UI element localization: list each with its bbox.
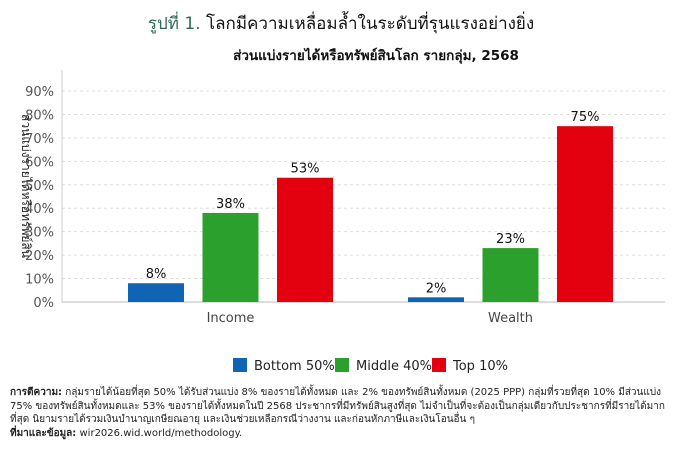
chart-title: ส่วนแบ่งรายได้หรือทรัพย์สินโลก รายกลุ่ม,…: [233, 48, 519, 64]
legend-swatch: [335, 358, 349, 372]
y-tick-label: 10%: [25, 273, 54, 288]
y-tick-label: 90%: [25, 85, 54, 100]
figure-title: รูปที่ 1. โลกมีความเหลื่อมล้ำในระดับที่ร…: [0, 10, 682, 37]
legend-swatch: [432, 358, 446, 372]
y-tick-label: 50%: [25, 179, 54, 194]
bar: [408, 297, 464, 302]
bar: [557, 126, 613, 303]
y-tick-labels: 0% 10% 20% 30% 40% 50% 60% 70% 80% 90%: [25, 85, 54, 311]
legend: Bottom 50% Middle 40% Top 10%: [233, 358, 508, 374]
chart-notes: การตีความ: กลุ่มรายได้น้อยที่สุด 50% ได้…: [10, 386, 675, 440]
bar: [482, 248, 539, 302]
y-tick-label: 0%: [33, 296, 54, 311]
y-tick-label: 20%: [25, 249, 54, 264]
source-text: wir2026.wid.world/methodology.: [79, 427, 243, 439]
bar: [277, 177, 333, 302]
x-tick-label: Income: [207, 311, 255, 326]
interpretation-label: การตีความ:: [10, 387, 63, 398]
data-label: 23%: [496, 232, 525, 247]
y-tick-label: 60%: [25, 155, 54, 170]
legend-swatch: [233, 358, 247, 372]
bar: [128, 283, 184, 302]
data-label: 38%: [216, 197, 245, 212]
x-tick-labels: Income Wealth: [207, 311, 533, 326]
y-tick-label: 30%: [25, 226, 54, 241]
legend-label: Top 10%: [452, 359, 508, 374]
data-label: 8%: [146, 267, 167, 282]
legend-label: Bottom 50%: [254, 359, 335, 374]
bars: 8% 38% 53% 2% 23% 75%: [128, 110, 613, 303]
figure-heading: โลกมีความเหลื่อมล้ำในระดับที่รุนแรงอย่าง…: [206, 14, 535, 34]
data-label: 75%: [571, 110, 600, 125]
y-tick-label: 80%: [25, 108, 54, 123]
data-label: 2%: [426, 281, 447, 296]
y-axis-label: ส่วนแบ่งรายได้หรือทรัพย์สิน: [19, 114, 33, 258]
figure-label: รูปที่ 1.: [147, 14, 201, 34]
data-label: 53%: [291, 162, 320, 177]
source-label: ที่มาและข้อมูล:: [10, 427, 77, 439]
bar: [202, 212, 259, 302]
gridlines: [62, 90, 665, 280]
x-tick-label: Wealth: [488, 311, 533, 326]
y-tick-label: 70%: [25, 132, 54, 147]
interpretation-text: กลุ่มรายได้น้อยที่สุด 50% ได้รับส่วนแบ่ง…: [10, 387, 665, 425]
y-tick-label: 40%: [25, 202, 54, 217]
legend-label: Middle 40%: [356, 359, 432, 374]
